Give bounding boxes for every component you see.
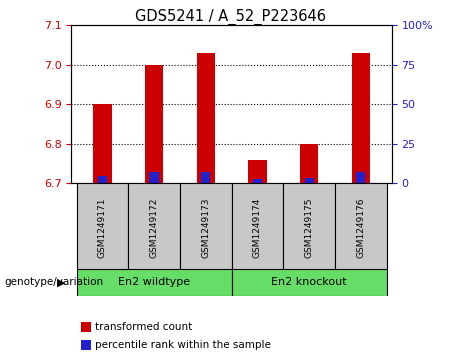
Text: GSM1249175: GSM1249175 xyxy=(305,197,313,258)
Text: GSM1249172: GSM1249172 xyxy=(150,197,159,258)
Bar xyxy=(253,179,262,183)
Bar xyxy=(231,183,284,269)
Bar xyxy=(300,144,318,183)
Bar xyxy=(305,178,314,183)
Bar xyxy=(231,269,387,296)
Bar xyxy=(149,172,159,183)
Bar xyxy=(356,172,366,183)
Bar xyxy=(248,160,266,183)
Bar xyxy=(77,269,231,296)
Text: En2 knockout: En2 knockout xyxy=(272,277,347,287)
Bar xyxy=(145,65,163,183)
Bar xyxy=(180,183,231,269)
Bar xyxy=(201,172,211,183)
Bar xyxy=(77,183,128,269)
Bar xyxy=(284,183,335,269)
Bar xyxy=(335,183,387,269)
Text: GSM1249176: GSM1249176 xyxy=(356,197,366,258)
Bar xyxy=(197,53,215,183)
Text: En2 wildtype: En2 wildtype xyxy=(118,277,190,287)
Bar xyxy=(352,53,370,183)
Text: GSM1249171: GSM1249171 xyxy=(98,197,107,258)
Bar xyxy=(98,176,107,183)
Text: ▶: ▶ xyxy=(57,277,65,287)
Text: GSM1249174: GSM1249174 xyxy=(253,197,262,258)
Text: GSM1249173: GSM1249173 xyxy=(201,197,210,258)
Text: genotype/variation: genotype/variation xyxy=(5,277,104,287)
Text: transformed count: transformed count xyxy=(95,322,193,332)
Bar xyxy=(94,105,112,183)
Text: GDS5241 / A_52_P223646: GDS5241 / A_52_P223646 xyxy=(135,9,326,25)
Text: percentile rank within the sample: percentile rank within the sample xyxy=(95,340,272,350)
Bar xyxy=(128,183,180,269)
